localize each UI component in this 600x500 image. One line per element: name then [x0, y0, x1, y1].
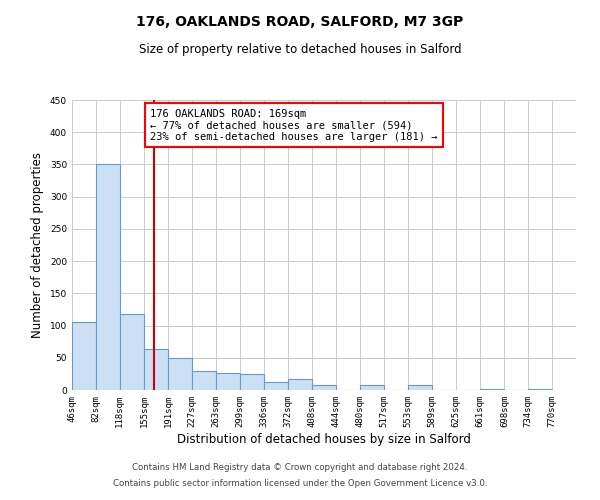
Bar [96, 164, 119, 390]
Bar [120, 314, 143, 390]
Text: 176, OAKLANDS ROAD, SALFORD, M7 3GP: 176, OAKLANDS ROAD, SALFORD, M7 3GP [136, 15, 464, 29]
Text: Size of property relative to detached houses in Salford: Size of property relative to detached ho… [139, 42, 461, 56]
Bar [240, 374, 263, 390]
Text: Contains public sector information licensed under the Open Government Licence v3: Contains public sector information licen… [113, 478, 487, 488]
Bar [480, 388, 503, 390]
Bar [360, 385, 383, 390]
Bar [192, 370, 216, 390]
Text: 176 OAKLANDS ROAD: 169sqm
← 77% of detached houses are smaller (594)
23% of semi: 176 OAKLANDS ROAD: 169sqm ← 77% of detac… [150, 108, 437, 142]
X-axis label: Distribution of detached houses by size in Salford: Distribution of detached houses by size … [177, 432, 471, 446]
Bar [168, 358, 192, 390]
Bar [72, 322, 96, 390]
Bar [409, 385, 432, 390]
Bar [216, 373, 239, 390]
Bar [265, 382, 288, 390]
Bar [145, 350, 168, 390]
Y-axis label: Number of detached properties: Number of detached properties [31, 152, 44, 338]
Bar [312, 386, 336, 390]
Text: Contains HM Land Registry data © Crown copyright and database right 2024.: Contains HM Land Registry data © Crown c… [132, 464, 468, 472]
Bar [529, 388, 552, 390]
Bar [289, 379, 312, 390]
